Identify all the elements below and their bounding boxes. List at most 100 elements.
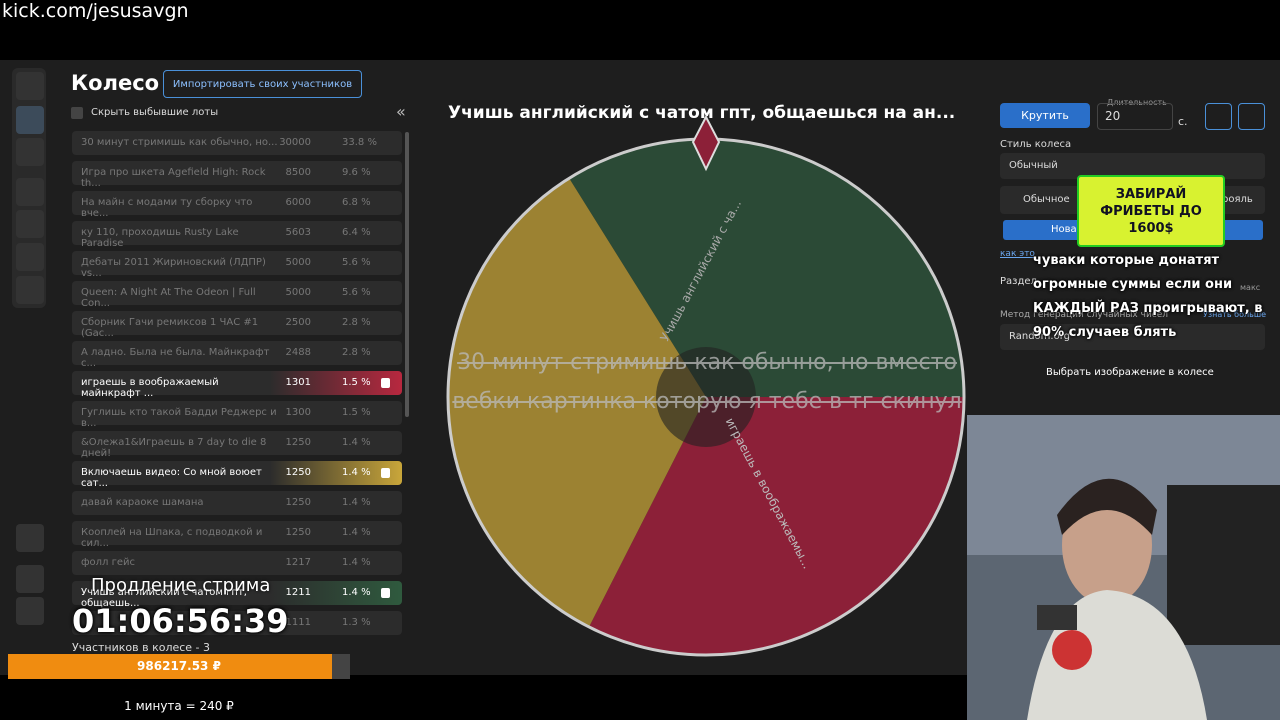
mode[interactable]: рояль xyxy=(1222,194,1253,205)
mode[interactable]: Обычное xyxy=(1023,194,1070,205)
lot-row: 1111 1.3 % xyxy=(72,611,402,635)
title: Колесо xyxy=(71,71,160,95)
help-link[interactable]: как это xyxy=(1000,249,1035,259)
lot-row: Игра про шкета Agefield High: Rock th...… xyxy=(72,161,402,189)
icon-github[interactable] xyxy=(16,565,44,593)
lot-amount: 1250 xyxy=(285,437,311,448)
checkbox-label: Скрыть выбывшие лоты xyxy=(91,107,219,118)
mode: Нова xyxy=(1051,224,1077,235)
lot-amount: 1211 xyxy=(285,587,311,598)
lot-icon xyxy=(381,378,390,388)
icon-auction[interactable] xyxy=(16,72,44,100)
lot-name: Учишь английский с чатом гпт, общаешь... xyxy=(81,587,247,609)
lot-row: Сборник Гачи ремиксов 1 ЧАС #1 (Gac... 25… xyxy=(72,311,402,339)
spin-button[interactable]: Крутить xyxy=(1000,103,1090,128)
lot-percent: 1.3 % xyxy=(342,617,371,628)
chat-overlay: чуваки которые донатят огромные суммы ес… xyxy=(1033,253,1263,340)
lot-amount: 1217 xyxy=(285,557,311,568)
lot-percent: 1.4 % xyxy=(342,497,371,508)
lot-name: Включаешь видео: Со мной воюет сат... xyxy=(81,467,262,489)
style-select[interactable] xyxy=(1000,153,1265,179)
lot-amount: 6000 xyxy=(285,197,311,208)
lot-row: Кооплей на Шпака, с подводкой и сил... 12… xyxy=(72,521,402,549)
max: макс xyxy=(1240,283,1261,292)
lot-name: Гуглишь кто такой Бадди Реджерс и в... xyxy=(81,407,277,429)
lot-percent: 9.6 % xyxy=(342,167,371,178)
duration-input[interactable] xyxy=(1097,103,1173,130)
lot-amount: 1250 xyxy=(285,527,311,538)
lot-amount: 30000 xyxy=(279,137,311,148)
lot-row: Дебаты 2011 Жириновский (ЛДПР) vs... 5000… xyxy=(72,251,402,279)
icon-shield[interactable] xyxy=(16,243,44,271)
lot-row: Queen: A Night At The Odeon | Full Con..… xyxy=(72,281,402,309)
lot-row: Гуглишь кто такой Бадди Реджерс и в... 13… xyxy=(72,401,402,429)
donation-amount: 986217.53 ₽ xyxy=(137,659,221,673)
split-label: Раздел xyxy=(1000,276,1037,287)
import-button[interactable]: Импортировать своих участников xyxy=(163,70,362,98)
lot-name: &Олежа1&Играешь в 7 day to die 8 дней! xyxy=(81,437,267,459)
lot-row: 30 минут стримишь как обычно, но... 30000… xyxy=(72,131,402,155)
lot-amount: 8500 xyxy=(285,167,311,178)
lot-percent: 1.4 % xyxy=(342,527,371,538)
lot-amount: 5000 xyxy=(285,287,311,298)
lot-row: давай караоке шамана 1250 1.4 % xyxy=(72,491,402,515)
lot-amount: 1250 xyxy=(285,467,311,478)
lot-name: Игра про шкета Agefield High: Rock th... xyxy=(81,167,266,189)
icon-lang[interactable] xyxy=(16,524,44,552)
duration-label: Длительность xyxy=(1107,98,1167,107)
music-button[interactable] xyxy=(1238,103,1265,130)
lot-row: А ладно. Была не была. Майнкрафт с... 248… xyxy=(72,341,402,369)
icon-video[interactable] xyxy=(16,276,44,304)
lot-row: Включаешь видео: Со мной воюет сат... 125… xyxy=(72,461,402,489)
lot-name: играешь в воображаемый майнкрафт ... xyxy=(81,377,219,399)
timer: 01:06:56:39 xyxy=(72,602,289,640)
rng: Random.org xyxy=(1009,331,1070,342)
webcam xyxy=(967,415,1280,720)
participants: Участников в колесе - 3 xyxy=(72,641,211,654)
segment-yellow xyxy=(447,178,706,627)
lot-name: На майн с модами ту сборку что вче... xyxy=(81,197,253,219)
lot-row: фолл гейс 1217 1.4 % xyxy=(72,551,402,575)
icon-settings[interactable] xyxy=(16,178,44,206)
lot-percent: 5.6 % xyxy=(342,257,371,268)
donation-rate: 1 минута = 240 ₽ xyxy=(124,699,234,713)
icon-wheel[interactable] xyxy=(16,106,44,134)
icon-stats[interactable] xyxy=(16,138,44,166)
lot-amount: 2488 xyxy=(285,347,311,358)
lot-icon xyxy=(381,468,390,478)
winner-overlay: 30 минут стримишь как обычно, но вместо … xyxy=(452,350,962,414)
learn-more[interactable]: Узнать больше xyxy=(1203,310,1267,319)
lot-percent: 6.8 % xyxy=(342,197,371,208)
lot-percent: 1.5 % xyxy=(342,377,371,388)
timer-label: Продление стрима xyxy=(91,575,271,596)
lot-percent: 1.5 % xyxy=(342,407,371,418)
lot-percent: 2.8 % xyxy=(342,347,371,358)
style-label: Стиль колеса xyxy=(1000,139,1072,150)
collapse[interactable]: « xyxy=(396,102,406,121)
scrollbar xyxy=(405,132,409,417)
url: kick.com/jesusavgn xyxy=(2,0,189,22)
rng-select[interactable] xyxy=(1000,324,1265,350)
lot-row: ку 110, проходишь Rusty Lake Paradise 560… xyxy=(72,221,402,249)
checkbox[interactable] xyxy=(71,107,83,119)
dice-button[interactable] xyxy=(1205,103,1232,130)
lot-name: Queen: A Night At The Odeon | Full Con..… xyxy=(81,287,256,309)
lot-amount: 5000 xyxy=(285,257,311,268)
lot-row: Учишь английский с чатом гпт, общаешь...… xyxy=(72,581,402,609)
pointer xyxy=(691,115,721,172)
rng-label: Метод генерации случайных чисел xyxy=(1000,310,1169,320)
unit: с. xyxy=(1178,115,1188,128)
lot-percent: 1.4 % xyxy=(342,557,371,568)
lot-amount: 1250 xyxy=(285,497,311,508)
lot-percent: 1.4 % xyxy=(342,437,371,448)
lot-name: Дебаты 2011 Жириновский (ЛДПР) vs... xyxy=(81,257,266,279)
icon-layers[interactable] xyxy=(16,210,44,238)
style: Обычный xyxy=(1009,160,1058,171)
lot-row: На майн с модами ту сборку что вче... 600… xyxy=(72,191,402,219)
image-select[interactable]: Выбрать изображение в колесе xyxy=(1046,367,1214,378)
icon-telegram[interactable] xyxy=(16,597,44,625)
segment-green xyxy=(569,138,965,397)
lot-name: Сборник Гачи ремиксов 1 ЧАС #1 (Gac... xyxy=(81,317,259,339)
lot-name: фолл гейс xyxy=(81,557,136,568)
